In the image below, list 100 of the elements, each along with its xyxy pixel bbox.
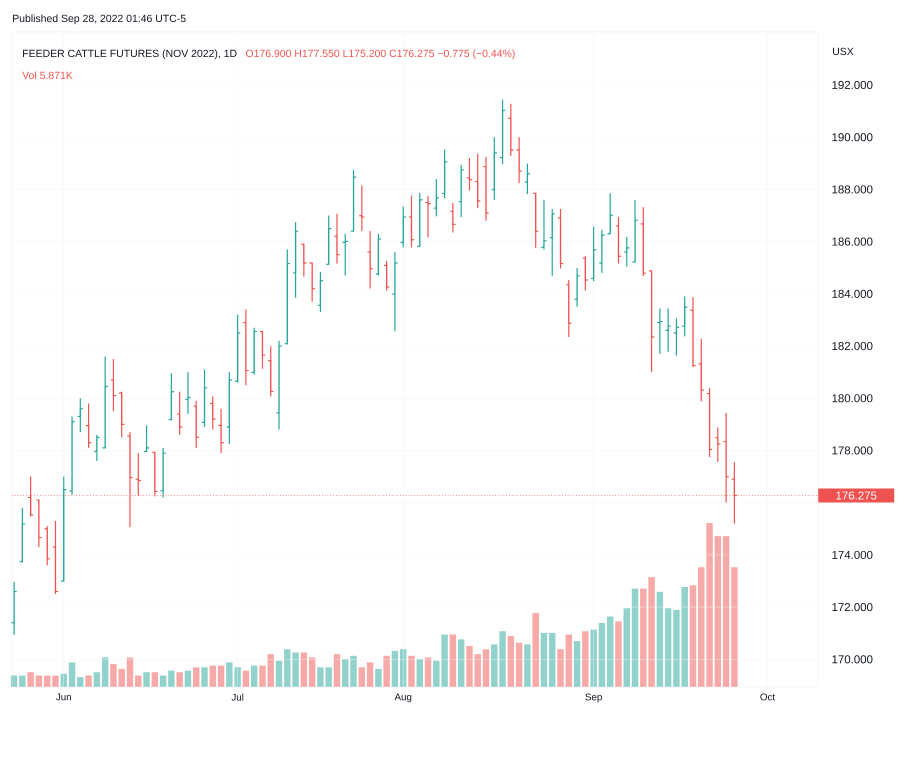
- candlestick: [664, 308, 672, 352]
- bar: [624, 608, 630, 687]
- candlestick: [400, 206, 406, 248]
- candlestick: [358, 184, 366, 232]
- y-tick-label: 178.000: [832, 446, 872, 455]
- bar: [656, 592, 664, 687]
- candlestick: [648, 270, 655, 372]
- y-tick-label: 186.000: [832, 238, 872, 246]
- text: FEEDER CATTLE FUTURES (NOV 2022), 1D: [23, 49, 237, 60]
- candlestick: [532, 192, 539, 248]
- candlestick: [408, 195, 415, 248]
- candlestick: [681, 296, 688, 337]
- bar: [375, 668, 382, 687]
- bar: [268, 654, 274, 687]
- y-tick-label: 174.000: [832, 550, 872, 559]
- candlestick: [690, 296, 696, 368]
- candlestick: [308, 262, 316, 302]
- bar: [383, 656, 390, 687]
- bar: [400, 649, 406, 687]
- y-tick-label: 180.000: [832, 394, 872, 402]
- x-tick-label: Jul: [232, 694, 244, 701]
- candlestick: [615, 216, 622, 264]
- candlestick: [334, 213, 340, 264]
- candlestick: [499, 98, 506, 165]
- bar: [557, 649, 564, 687]
- candlestick: [259, 330, 266, 370]
- x-tick-label: Oct: [760, 694, 776, 700]
- candlestick: [210, 396, 216, 430]
- bar: [358, 667, 366, 687]
- candlestick: [458, 164, 464, 218]
- bar: [499, 631, 506, 687]
- y-tick-label: 182.000: [832, 342, 872, 350]
- candlestick: [325, 214, 332, 265]
- candlestick: [598, 229, 606, 274]
- candlestick: [36, 499, 42, 548]
- bar: [482, 649, 490, 687]
- candlestick: [698, 338, 705, 402]
- bar: [135, 676, 142, 687]
- candlestick: [350, 169, 357, 232]
- bar: [308, 657, 316, 687]
- bar: [690, 585, 696, 687]
- candlestick: [192, 400, 200, 448]
- bar: [441, 634, 448, 687]
- candlestick: [582, 256, 589, 292]
- bar: [648, 577, 655, 687]
- bar: [118, 668, 125, 687]
- candlestick: [441, 148, 448, 199]
- bar: [606, 616, 614, 687]
- candlestick: [416, 192, 424, 247]
- bar: [102, 657, 108, 687]
- candlestick: [184, 372, 192, 415]
- candlestick: [52, 520, 59, 595]
- bar: [532, 613, 539, 687]
- candlestick: [540, 199, 548, 250]
- x-tick-label: Aug: [394, 694, 412, 702]
- bar: [201, 667, 208, 687]
- bar: [350, 656, 357, 687]
- bar: [466, 646, 473, 687]
- candlestick: [516, 136, 522, 184]
- bar: [582, 631, 589, 687]
- bar: [276, 660, 282, 687]
- candlestick: [68, 416, 76, 496]
- candlestick: [176, 391, 183, 436]
- candlestick: [508, 103, 514, 157]
- bar: [259, 666, 266, 687]
- candlestick: [433, 178, 440, 217]
- candlestick: [85, 402, 92, 448]
- bar: [516, 642, 522, 687]
- bar: [508, 636, 514, 687]
- bar: [366, 662, 374, 687]
- bar: [85, 676, 92, 687]
- bar: [176, 672, 183, 687]
- x-tick-label: Jun: [56, 694, 71, 700]
- bar: [317, 667, 324, 687]
- candlestick: [10, 581, 18, 636]
- candlestick: [566, 279, 572, 338]
- candlestick: [632, 199, 638, 263]
- bar: [184, 670, 192, 687]
- candlestick: [491, 136, 498, 200]
- candlestick: [557, 208, 564, 270]
- candlestick: [317, 271, 324, 313]
- y-axis-title: USX: [833, 48, 854, 56]
- bar: [632, 588, 638, 687]
- candlestick: [714, 426, 722, 463]
- candlestick: [94, 434, 100, 462]
- x-tick-label: Sep: [585, 694, 602, 702]
- candlestick: [226, 372, 233, 445]
- bar: [242, 670, 250, 687]
- candlestick: [474, 153, 481, 209]
- bar: [250, 666, 258, 687]
- bar: [450, 634, 456, 687]
- bar: [549, 632, 556, 687]
- bar: [458, 639, 464, 687]
- bar: [284, 649, 291, 687]
- candlestick: [574, 267, 580, 308]
- candlestick: [201, 368, 208, 428]
- bar: [234, 667, 241, 687]
- bar: [152, 672, 158, 687]
- candlestick: [366, 230, 374, 290]
- y-tick-label: 172.000: [832, 603, 872, 612]
